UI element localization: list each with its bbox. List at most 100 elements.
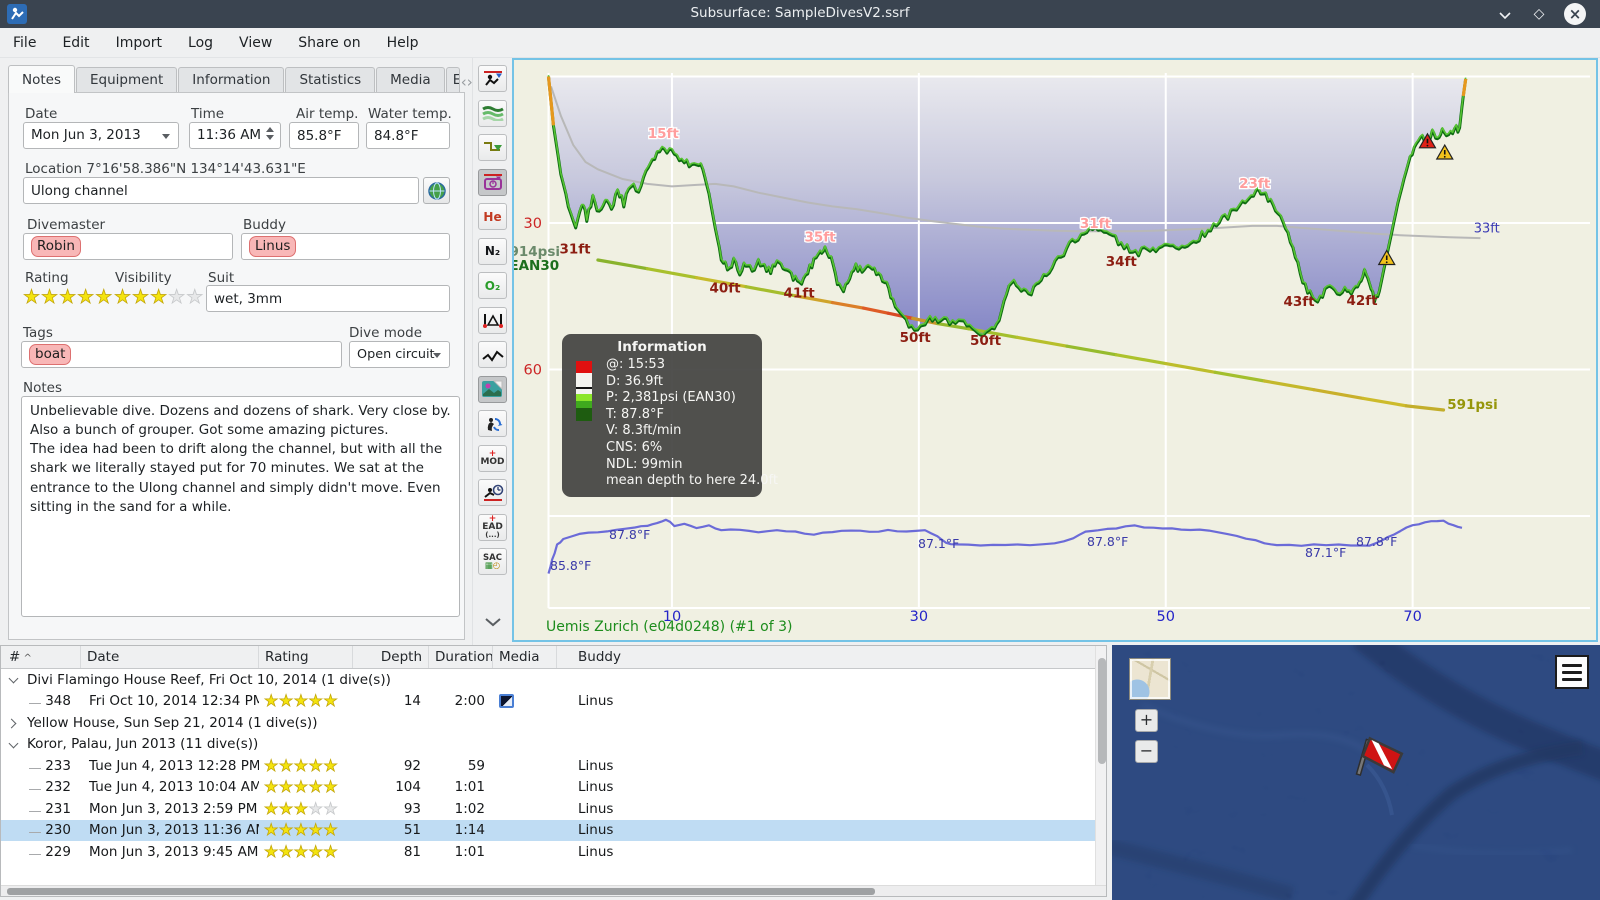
warning-yellow-icon[interactable] bbox=[1377, 249, 1396, 266]
menu-view[interactable]: View bbox=[239, 34, 273, 51]
buddy-field[interactable]: Linus bbox=[241, 233, 450, 260]
dive-row[interactable]: 348 Fri Oct 10, 2014 12:34 PM ★★★★★ 14 2:00 L… bbox=[1, 691, 1106, 713]
dive-site-flag-marker[interactable] bbox=[1350, 731, 1412, 797]
time-spinbox[interactable]: 11:36 AM bbox=[189, 122, 281, 149]
chevron-down-icon[interactable] bbox=[8, 738, 19, 748]
column-header-rating[interactable]: Rating bbox=[259, 646, 353, 668]
map-zoom-in-button[interactable]: + bbox=[1135, 709, 1158, 732]
media-photo-icon[interactable] bbox=[499, 694, 514, 709]
suit-field[interactable] bbox=[206, 285, 450, 312]
infobox-title: Information bbox=[617, 339, 707, 355]
tab-e[interactable]: E bbox=[445, 67, 460, 93]
ruler-icon[interactable] bbox=[478, 306, 507, 334]
sac-icon[interactable]: SAC ▦◴ bbox=[478, 548, 507, 575]
close-icon[interactable]: × bbox=[1564, 3, 1586, 25]
column-header-depth[interactable]: Depth bbox=[353, 646, 429, 668]
menu-help[interactable]: Help bbox=[386, 34, 419, 51]
menu-edit[interactable]: Edit bbox=[62, 34, 90, 51]
dive-row[interactable]: 231 Mon Jun 3, 2013 2:59 PM ★★★★★ 93 1:02 Lin… bbox=[1, 798, 1106, 820]
warning-red-icon[interactable] bbox=[1418, 132, 1437, 149]
gas-switch-icon[interactable] bbox=[478, 410, 507, 437]
ead-icon[interactable]: + EAD (...) bbox=[478, 513, 507, 541]
dive-computer-icon[interactable] bbox=[478, 65, 507, 92]
mod-icon[interactable]: + MOD bbox=[478, 444, 507, 472]
dive-list-horizontal-scrollbar[interactable] bbox=[1, 885, 1106, 896]
dive-list-vertical-scrollbar[interactable] bbox=[1095, 646, 1106, 886]
calculated-ceiling-icon[interactable] bbox=[478, 99, 507, 127]
svg-text:23ft: 23ft bbox=[1239, 176, 1271, 192]
tab-scroll-left-icon[interactable]: ‹ bbox=[460, 73, 467, 91]
chevron-down-icon[interactable] bbox=[8, 673, 19, 684]
tab-equipment[interactable]: Equipment bbox=[76, 67, 178, 93]
dive-row[interactable]: 233 Tue Jun 4, 2013 12:28 PM ★★★★★ 92 59 Linu… bbox=[1, 755, 1106, 777]
tab-statistics[interactable]: Statistics bbox=[285, 67, 376, 93]
scrollbar-thumb[interactable] bbox=[1097, 658, 1106, 764]
svg-text:50: 50 bbox=[1157, 609, 1175, 625]
tags-field[interactable]: boat bbox=[21, 341, 342, 368]
column-header-date[interactable]: Date bbox=[81, 646, 259, 668]
star-filled-icon: ★ bbox=[114, 286, 133, 308]
column-header-num[interactable]: # ^ bbox=[1, 646, 81, 668]
buddy-tag[interactable]: Linus bbox=[249, 236, 297, 257]
svg-text:60: 60 bbox=[524, 362, 542, 378]
map-zoom-out-button[interactable]: − bbox=[1135, 740, 1158, 763]
menu-share-on[interactable]: Share on bbox=[298, 34, 361, 51]
dive-trip-row[interactable]: Koror, Palau, Jun 2013 (11 dive(s)) bbox=[1, 734, 1106, 756]
notes-label: Notes bbox=[23, 380, 62, 396]
rating-stars[interactable]: ★★★★★ bbox=[23, 287, 113, 307]
dive-row[interactable]: 230 Mon Jun 3, 2013 11:36 AM ★★★★★ 51 1:14 Li… bbox=[1, 819, 1106, 841]
globe-icon[interactable] bbox=[423, 177, 450, 204]
air-temp-field[interactable] bbox=[289, 122, 359, 149]
trip-label: Yellow House, Sun Sep 21, 2014 (1 dive(s… bbox=[27, 714, 318, 731]
divemaster-field[interactable]: Robin bbox=[23, 233, 233, 260]
dive-trip-row[interactable]: Yellow House, Sun Sep 21, 2014 (1 dive(s… bbox=[1, 712, 1106, 734]
dive-row[interactable]: 232 Tue Jun 4, 2013 10:04 AM ★★★★★ 104 1:01 L… bbox=[1, 777, 1106, 799]
heart-rate-icon[interactable] bbox=[478, 341, 507, 368]
column-header-buddy[interactable]: Buddy bbox=[557, 646, 1106, 668]
tab-media[interactable]: Media bbox=[376, 67, 445, 93]
tab-notes[interactable]: Notes bbox=[8, 65, 75, 93]
maximize-icon[interactable]: ◇ bbox=[1533, 6, 1545, 22]
divemaster-tag[interactable]: Robin bbox=[31, 236, 81, 257]
warning-yellow-icon[interactable] bbox=[1435, 143, 1454, 160]
dive-list-header: # ^ Date Rating Depth Duration Media Buddy bbox=[1, 646, 1106, 669]
map-panel[interactable]: + − bbox=[1112, 645, 1600, 900]
tag-boat[interactable]: boat bbox=[29, 344, 72, 365]
menu-import[interactable]: Import bbox=[115, 34, 163, 51]
column-header-media[interactable]: Media bbox=[493, 646, 557, 668]
minimap-overview[interactable] bbox=[1129, 658, 1171, 700]
menu-log[interactable]: Log bbox=[188, 34, 214, 51]
date-combobox[interactable]: Mon Jun 3, 2013 bbox=[23, 122, 179, 149]
show-photos-icon[interactable] bbox=[478, 375, 507, 403]
dive-trip-row[interactable]: Divi Flamingo House Reef, Fri Oct 10, 20… bbox=[1, 669, 1106, 691]
pp-oxygen-icon[interactable]: O₂ bbox=[478, 272, 507, 299]
dive-mode-combobox[interactable]: Open circuit bbox=[349, 341, 450, 368]
minimize-icon[interactable] bbox=[1494, 3, 1516, 25]
star-filled-icon: ★ bbox=[323, 691, 339, 711]
dive-row[interactable]: 229 Mon Jun 3, 2013 9:45 AM ★★★★★ 81 1:01 Lin… bbox=[1, 841, 1106, 863]
dc-ceiling-icon[interactable] bbox=[478, 134, 507, 161]
notes-textarea[interactable]: Unbelievable dive. Dozens and dozens of … bbox=[21, 396, 460, 617]
water-temp-field[interactable] bbox=[366, 122, 450, 149]
pp-helium-icon[interactable]: He bbox=[478, 203, 507, 230]
menu-file[interactable]: File bbox=[13, 34, 37, 51]
dive-profile-chart[interactable]: 15ft 31ft 40ft 41ft 35ft 50ft 50ft 31ft 34ft 23ft… bbox=[500, 60, 1596, 640]
chevron-right-icon[interactable] bbox=[6, 718, 17, 729]
svg-text:50ft: 50ft bbox=[970, 333, 1002, 349]
toolbar-scroll-down-icon[interactable] bbox=[478, 608, 507, 635]
events-icon[interactable] bbox=[478, 168, 507, 196]
svg-text:EAN30: EAN30 bbox=[514, 258, 559, 274]
spinner-arrows-icon[interactable] bbox=[266, 127, 274, 140]
tab-scroll-right-icon[interactable]: › bbox=[466, 73, 473, 91]
scrollbar-thumb[interactable] bbox=[7, 888, 875, 895]
tab-information[interactable]: Information bbox=[178, 67, 285, 93]
ndl-icon[interactable] bbox=[478, 479, 507, 506]
svg-text:591psi: 591psi bbox=[1447, 397, 1498, 413]
map-menu-icon[interactable] bbox=[1555, 655, 1589, 689]
column-header-duration[interactable]: Duration bbox=[429, 646, 493, 668]
visibility-stars[interactable]: ★★★★★ bbox=[114, 286, 204, 308]
location-field[interactable] bbox=[23, 177, 419, 204]
star-filled-icon: ★ bbox=[132, 286, 151, 308]
pp-nitrogen-icon[interactable]: N₂ bbox=[478, 237, 507, 265]
dive-depth: 104 bbox=[395, 779, 421, 796]
